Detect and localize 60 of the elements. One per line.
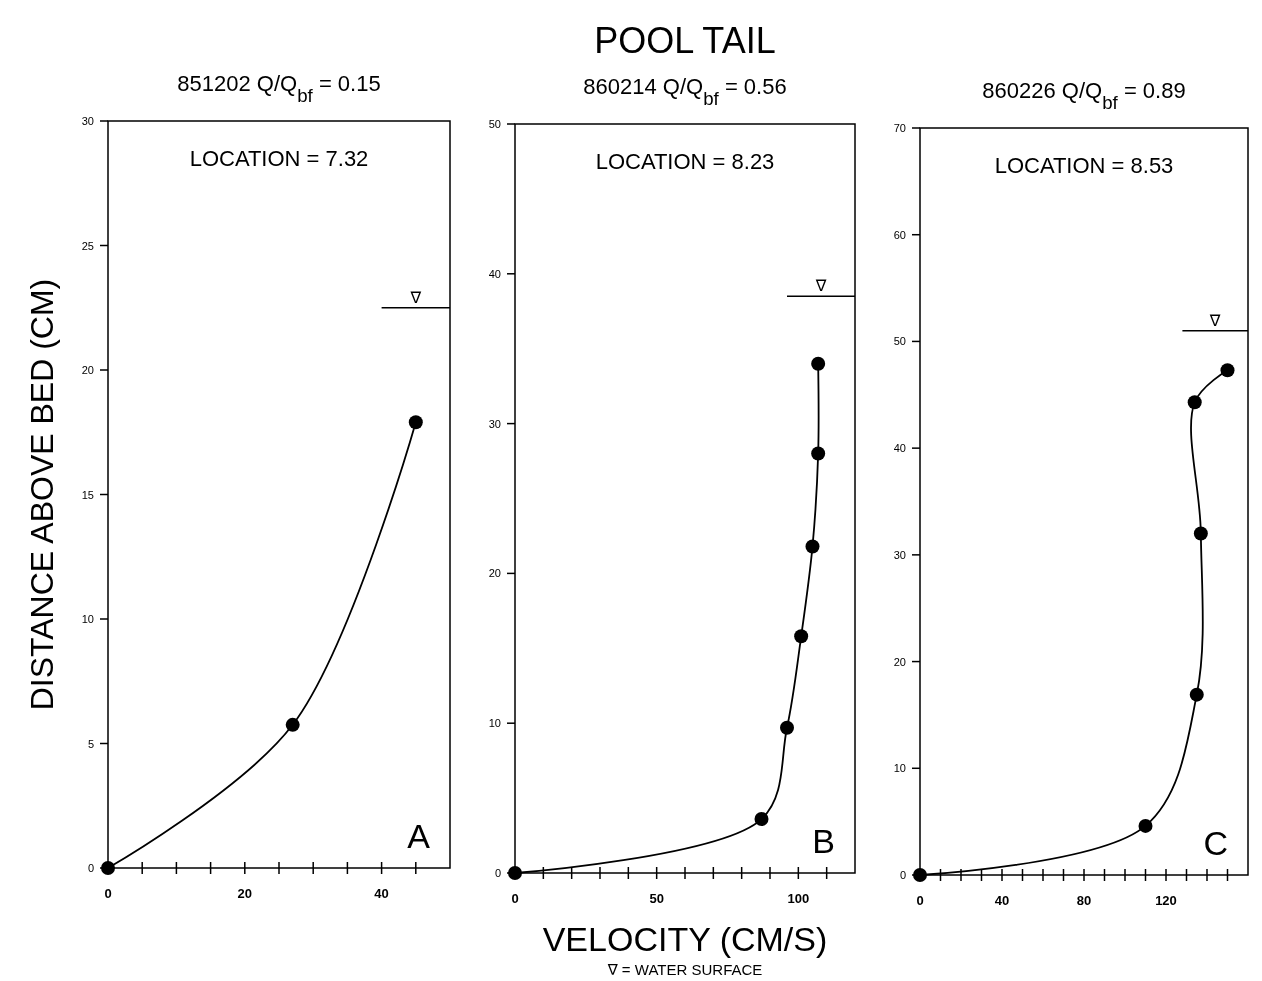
x-tick-label: 20	[237, 886, 253, 901]
x-tick-label: 120	[1155, 893, 1177, 908]
y-tick-label: 0	[899, 869, 906, 881]
chart-subtitle: 860226 Q/Q$_{bf}$ = 0.89	[982, 78, 1186, 113]
chart-title: POOL TAIL	[594, 20, 776, 61]
y-tick-label: 25	[81, 239, 94, 252]
y-tick-label: 40	[488, 267, 501, 280]
x-tick-label: 100	[787, 891, 810, 906]
y-tick-label: 20	[893, 655, 906, 668]
y-tick-label: 70	[893, 122, 906, 134]
text: ∇ = WATER SURFACE	[606, 961, 763, 978]
annotation: A	[407, 817, 431, 855]
annotation: B	[812, 822, 835, 860]
point	[285, 717, 300, 732]
y-tick-label: 0	[87, 862, 94, 874]
y-tick-label: 60	[893, 228, 906, 241]
y-tick-label: 5	[87, 737, 94, 750]
point	[1220, 363, 1235, 378]
x-tick-label: 0	[511, 891, 519, 906]
point	[1189, 687, 1204, 702]
y-tick-label: 30	[488, 417, 501, 430]
x-axis-title: VELOCITY (CM/S)	[542, 920, 828, 958]
y-tick-label: 0	[494, 867, 501, 879]
y-tick-label: 10	[893, 762, 906, 775]
y-tick-label: 10	[488, 717, 501, 730]
point	[408, 415, 423, 430]
ref-line-label: ∇	[409, 288, 422, 306]
point	[811, 446, 826, 461]
y-tick-label: 20	[81, 364, 94, 376]
annotation: LOCATION = 8.23	[595, 149, 775, 174]
y-tick-label: 50	[488, 118, 501, 130]
chart-subtitle: 860214 Q/Q$_{bf}$ = 0.56	[583, 74, 787, 109]
annotation: C	[1203, 824, 1228, 862]
point	[754, 812, 769, 827]
ref-line-label: ∇	[1208, 311, 1221, 329]
x-tick-label: 0	[916, 893, 924, 908]
point	[794, 629, 809, 644]
point	[1138, 818, 1153, 833]
x-tick-label: 0	[104, 886, 112, 901]
x-tick-label: 40	[994, 893, 1010, 908]
y-tick-label: 30	[893, 548, 906, 561]
point	[805, 539, 820, 554]
y-tick-label: 10	[81, 613, 94, 625]
point	[1187, 395, 1202, 410]
annotation: LOCATION = 8.53	[994, 153, 1174, 178]
x-tick-label: 50	[649, 891, 664, 906]
y-tick-label: 20	[488, 567, 501, 580]
y-tick-label: 15	[81, 488, 94, 501]
chart-subtitle: 851202 Q/Q$_{bf}$ = 0.15	[177, 71, 381, 106]
y-tick-label: 30	[81, 115, 94, 127]
x-tick-label: 80	[1076, 893, 1092, 908]
point	[780, 720, 794, 735]
y-tick-label: 50	[893, 335, 906, 348]
point	[811, 356, 826, 371]
point	[1193, 526, 1208, 541]
y-axis-title: DISTANCE ABOVE BED (CM)	[24, 278, 60, 711]
y-tick-label: 40	[893, 442, 906, 455]
x-tick-label: 40	[374, 886, 389, 901]
ref-line-label: ∇	[814, 277, 827, 295]
annotation: LOCATION = 7.32	[189, 146, 369, 171]
